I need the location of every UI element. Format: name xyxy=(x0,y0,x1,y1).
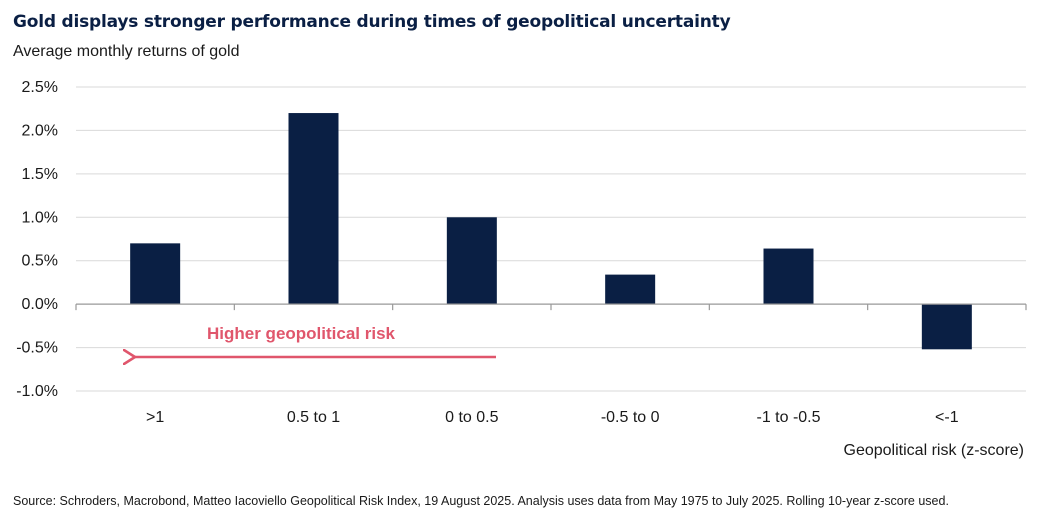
x-tick-label: -1 to -0.5 xyxy=(756,409,820,426)
gridlines xyxy=(76,86,1026,392)
y-tick-label: -1.0% xyxy=(16,383,58,400)
y-tick-label: 1.0% xyxy=(22,209,58,226)
bar xyxy=(130,243,181,305)
x-axis-label: Geopolitical risk (z-score) xyxy=(844,442,1024,459)
x-tick-label: >1 xyxy=(146,409,164,426)
chart-title: Gold displays stronger performance durin… xyxy=(13,12,731,32)
bar xyxy=(446,217,497,305)
x-tick-label: 0.5 to 1 xyxy=(287,409,340,426)
x-tick-label: <-1 xyxy=(935,409,959,426)
x-axis-tick-labels: >1 0.5 to 1 0 to 0.5 -0.5 to 0 -1 to -0.5 <-1 xyxy=(146,409,959,426)
y-axis-tick-labels: 2.5% 2.0% 1.5% 1.0% 0.5% 0.0% -0.5% -1.0% xyxy=(16,79,58,400)
source-note: Source: Schroders, Macrobond, Matteo Iac… xyxy=(13,494,949,508)
bars xyxy=(130,113,972,350)
y-tick-label: 0.5% xyxy=(22,253,58,270)
y-tick-label: 2.0% xyxy=(22,122,58,139)
chart-subtitle: Average monthly returns of gold xyxy=(13,43,240,60)
higher-risk-annotation: Higher geopolitical risk xyxy=(207,324,396,343)
bar xyxy=(763,248,814,305)
bar xyxy=(921,304,972,350)
y-tick-label: 2.5% xyxy=(22,79,58,96)
y-tick-label: 0.0% xyxy=(22,296,58,313)
bar xyxy=(605,274,656,305)
x-axis xyxy=(75,303,1027,311)
x-tick-label: 0 to 0.5 xyxy=(445,409,498,426)
bar-chart: 2.5% 2.0% 1.5% 1.0% 0.5% 0.0% -0.5% -1.0% >1 0.5… xyxy=(16,79,1027,459)
x-tick-label: -0.5 to 0 xyxy=(601,409,660,426)
y-tick-label: -0.5% xyxy=(16,340,58,357)
bar xyxy=(288,113,339,305)
y-tick-label: 1.5% xyxy=(22,166,58,183)
